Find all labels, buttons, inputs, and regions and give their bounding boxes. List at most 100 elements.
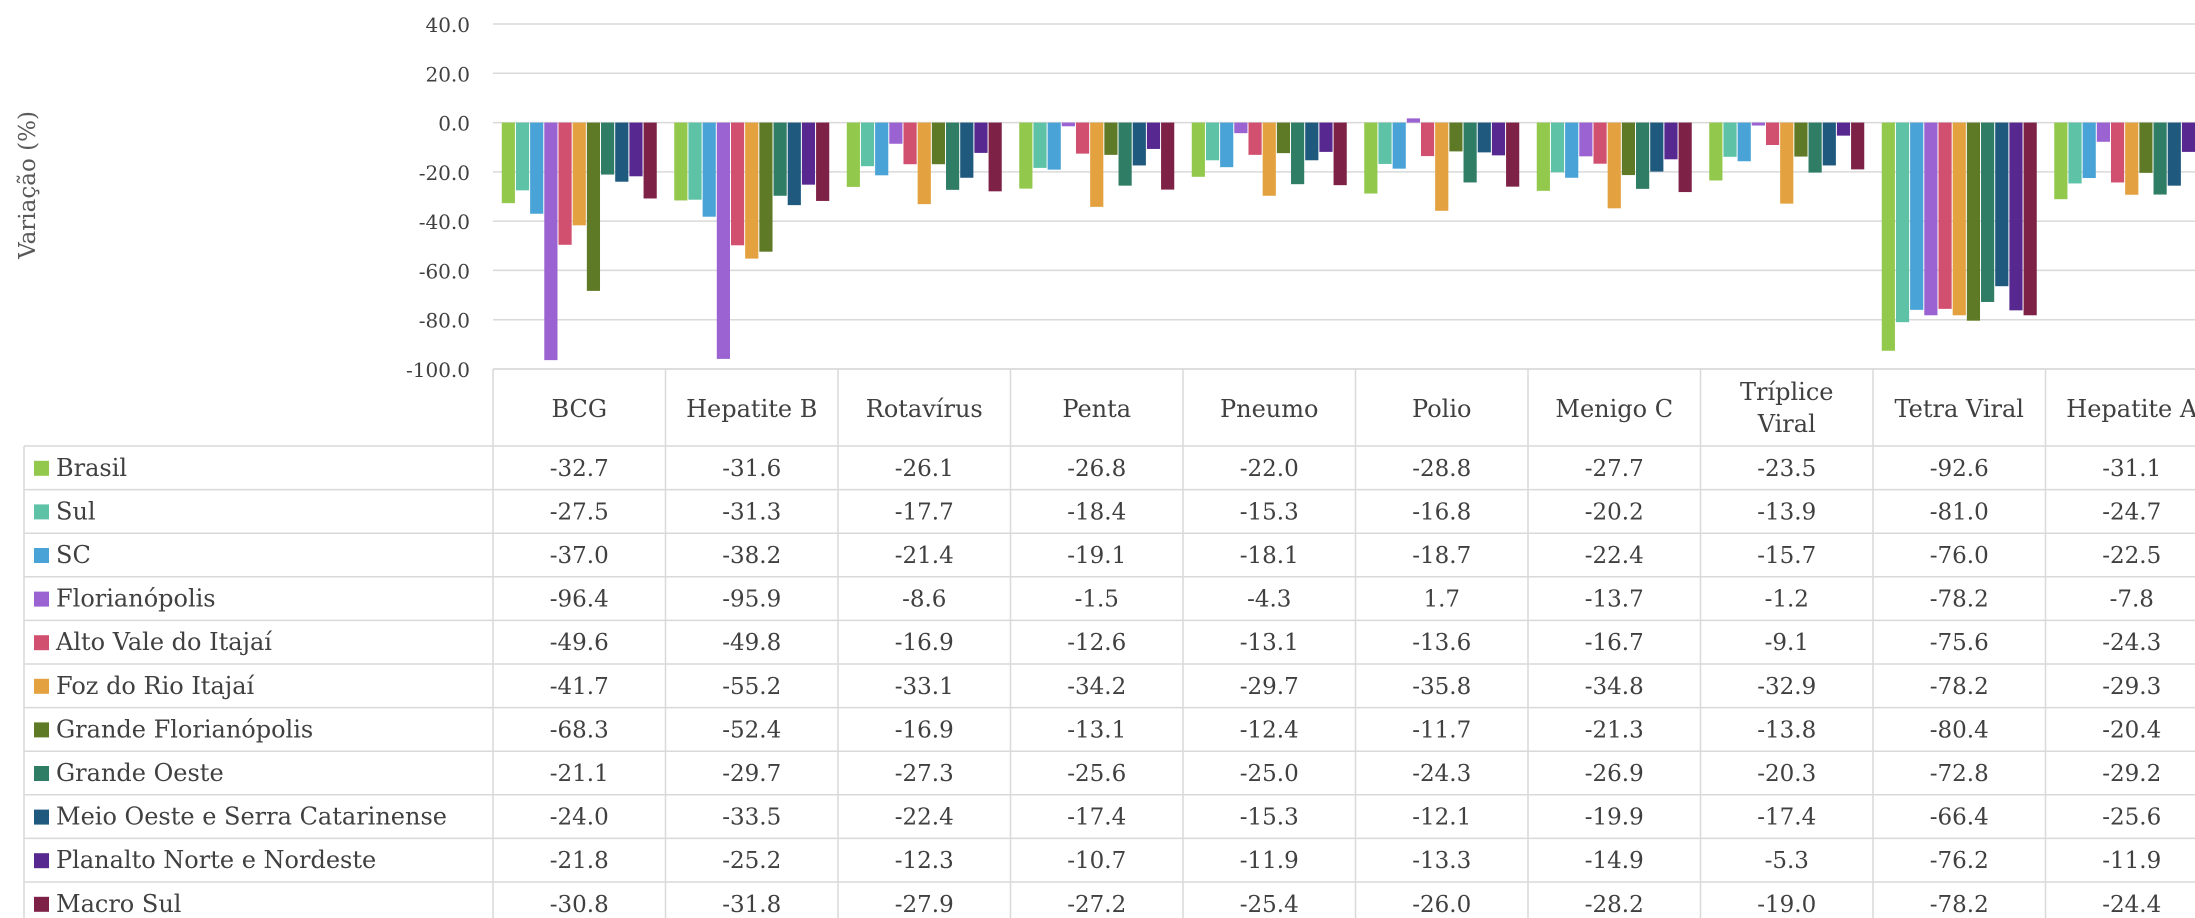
bar	[1104, 122, 1118, 155]
data-label: -52.4	[722, 717, 781, 743]
data-label: -27.3	[895, 761, 954, 787]
bar	[629, 122, 643, 177]
bar	[2068, 122, 2082, 184]
bar	[860, 122, 875, 167]
bar	[688, 122, 702, 200]
bar	[1090, 122, 1104, 207]
data-label: -41.7	[550, 674, 609, 700]
data-label: -25.6	[2102, 805, 2161, 831]
data-label: -55.2	[722, 674, 781, 700]
bar	[946, 122, 960, 190]
bar	[1463, 122, 1477, 183]
data-label: -13.3	[1412, 848, 1471, 874]
data-label: -29.7	[1240, 674, 1299, 700]
legend-swatch	[34, 460, 49, 476]
data-label: -17.4	[1067, 805, 1126, 831]
data-label: -4.3	[1247, 587, 1291, 613]
bar	[1836, 122, 1851, 136]
bar	[643, 122, 657, 199]
bar	[1678, 122, 1692, 193]
data-label: -66.4	[1930, 805, 1989, 831]
x-tick-label: Tetra Viral	[1895, 395, 2024, 423]
bar	[1061, 122, 1075, 127]
data-label: -26.1	[895, 456, 954, 482]
data-label: -11.9	[2102, 848, 2161, 874]
y-tick-label: -40.0	[419, 210, 470, 234]
data-label: -24.3	[2102, 630, 2161, 656]
bar	[1664, 122, 1678, 160]
bar	[586, 122, 601, 291]
data-label: -23.5	[1757, 456, 1816, 482]
data-label: -31.1	[2102, 456, 2161, 482]
bar	[1378, 122, 1392, 164]
bar	[1234, 122, 1248, 134]
bar	[787, 122, 801, 206]
legend-swatch	[34, 548, 49, 563]
legend-swatch	[34, 853, 49, 869]
bar	[988, 122, 1002, 192]
legend-swatch	[34, 896, 49, 912]
bar	[1881, 122, 1895, 351]
bar	[2054, 122, 2068, 200]
bar	[1118, 122, 1132, 186]
bar	[846, 122, 860, 187]
data-label: -18.1	[1240, 543, 1299, 569]
legend-label: Brasil	[56, 454, 127, 482]
bar	[702, 122, 716, 217]
bar	[1420, 122, 1435, 157]
bar	[1319, 122, 1333, 152]
data-label: -11.7	[1412, 717, 1471, 743]
bars	[501, 118, 2195, 361]
y-tick-label: -80.0	[419, 309, 470, 333]
bar	[1579, 122, 1593, 157]
bar	[1075, 122, 1090, 154]
data-label: -28.8	[1412, 456, 1471, 482]
data-label: 1.7	[1423, 587, 1460, 613]
bar	[558, 122, 572, 245]
data-label: -1.5	[1075, 587, 1119, 613]
bar	[1392, 122, 1406, 169]
data-label: -15.3	[1240, 805, 1299, 831]
data-label: -9.1	[1765, 630, 1809, 656]
bar	[1406, 118, 1420, 123]
bar	[530, 122, 544, 214]
data-label: -21.4	[895, 543, 954, 569]
bar	[1593, 122, 1607, 164]
bar	[674, 122, 688, 201]
data-label: -92.6	[1930, 456, 1989, 482]
data-label: -26.0	[1412, 892, 1471, 918]
data-label: -31.6	[722, 456, 781, 482]
bar	[1262, 122, 1276, 196]
data-label: -20.2	[1585, 499, 1644, 525]
data-label: -16.9	[895, 630, 954, 656]
data-label: -16.9	[895, 717, 954, 743]
legend-label: Macro Sul	[56, 890, 181, 918]
bar	[1220, 122, 1234, 168]
data-label: -12.6	[1067, 630, 1126, 656]
bar	[601, 122, 615, 175]
bar	[2082, 122, 2096, 179]
x-tick-label: Hepatite A	[2066, 395, 2195, 423]
bar	[1019, 122, 1033, 189]
data-label: -11.9	[1240, 848, 1299, 874]
data-label: -96.4	[550, 587, 609, 613]
bar	[1938, 122, 1952, 309]
bar	[1780, 122, 1794, 204]
bar	[773, 122, 787, 196]
data-label: -72.8	[1930, 761, 1989, 787]
bar	[515, 122, 530, 191]
bar	[1952, 122, 1966, 316]
bar	[1205, 122, 1220, 161]
data-label: -22.4	[1585, 543, 1644, 569]
bar	[572, 122, 586, 226]
bar	[1851, 122, 1865, 170]
bar	[1191, 122, 1205, 177]
legend-label: Grande Oeste	[56, 759, 224, 787]
data-label: -16.8	[1412, 499, 1471, 525]
bar	[1161, 122, 1175, 190]
data-table: BCG Hepatite B Rotavírus Penta Pneumo Polio Me…	[23, 368, 2195, 918]
data-label: -34.8	[1585, 674, 1644, 700]
legend-label: Grande Florianópolis	[56, 715, 313, 743]
data-label: -16.7	[1585, 630, 1644, 656]
bar	[1895, 122, 1910, 323]
